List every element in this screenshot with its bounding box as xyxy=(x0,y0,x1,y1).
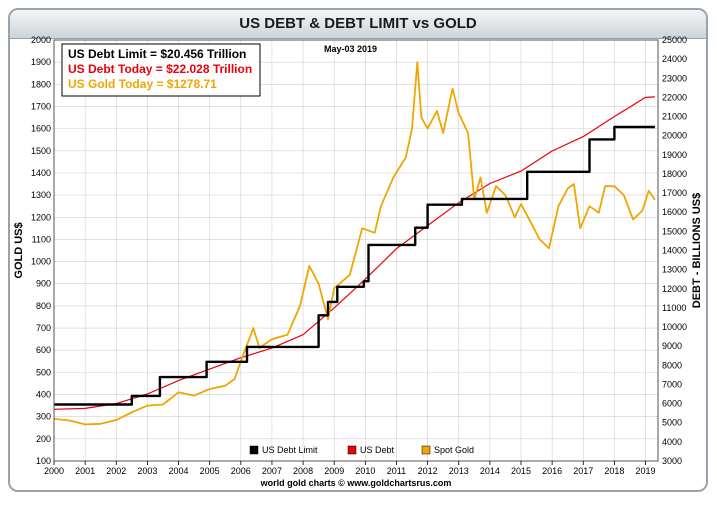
chart-title: US DEBT & DEBT LIMIT vs GOLD xyxy=(10,10,706,39)
y-left-tick-label: 1300 xyxy=(31,190,51,200)
info-debt-limit: US Debt Limit = $20.456 Trillion xyxy=(68,47,246,61)
y-right-tick-label: 21000 xyxy=(662,112,687,122)
y-right-tick-label: 15000 xyxy=(662,226,687,236)
x-tick-label: 2016 xyxy=(542,466,562,476)
right-axis-ticks: 3000 4000 5000 6000 7000 8000 9000 10000 11000 12… xyxy=(662,35,687,466)
x-tick-label: 2017 xyxy=(573,466,593,476)
chart-frame: US DEBT & DEBT LIMIT vs GOLD 2000 2001 200… xyxy=(8,8,708,492)
y-right-tick-label: 23000 xyxy=(662,73,687,83)
y-left-tick-label: 500 xyxy=(36,367,51,377)
y-left-tick-label: 300 xyxy=(36,412,51,422)
y-right-tick-label: 6000 xyxy=(662,399,682,409)
plot-border xyxy=(53,39,659,462)
y-axis-left-label: GOLD US$ xyxy=(13,222,25,278)
y-left-tick-label: 1200 xyxy=(31,212,51,222)
y-left-tick-label: 800 xyxy=(36,301,51,311)
x-tick-label: 2014 xyxy=(480,466,500,476)
info-gold-today: US Gold Today = $1278.71 xyxy=(68,77,217,91)
series-line-us-debt xyxy=(53,96,655,410)
series-line-spot-gold xyxy=(53,61,656,426)
y-right-tick-label: 19000 xyxy=(662,150,687,160)
legend-label-debt-limit: US Debt Limit xyxy=(262,445,318,455)
legend-swatch-us-debt xyxy=(347,445,357,455)
series-line-us-debt-limit xyxy=(54,125,655,406)
footer-credit: world gold charts © www.goldchartsrus.co… xyxy=(260,478,452,488)
y-right-tick-label: 22000 xyxy=(662,92,687,102)
y-left-tick-label: 1700 xyxy=(31,101,51,111)
y-left-tick-label: 2000 xyxy=(31,35,51,45)
x-tick-label: 2019 xyxy=(636,466,656,476)
x-axis-ticks: 2000 2001 2002 2003 2004 2005 2006 2007 2008 2009… xyxy=(44,461,656,476)
y-right-tick-label: 13000 xyxy=(662,265,687,275)
y-right-tick-label: 8000 xyxy=(662,360,682,370)
y-right-tick-label: 18000 xyxy=(662,169,687,179)
x-tick-label: 2006 xyxy=(231,466,251,476)
x-tick-label: 2001 xyxy=(75,466,95,476)
y-left-tick-label: 1600 xyxy=(31,124,51,134)
y-axis-right-label: DEBT - BILLIONS US$ xyxy=(691,193,703,309)
y-right-tick-label: 25000 xyxy=(662,35,687,45)
x-tick-label: 2015 xyxy=(511,466,531,476)
legend: US Debt Limit US Debt Spot Gold xyxy=(249,445,474,455)
left-axis-ticks: 100 200 300 400 500 600 700 800 900 1000 1100 1200 1… xyxy=(31,35,51,466)
y-left-tick-label: 1500 xyxy=(31,146,51,156)
y-left-tick-label: 1100 xyxy=(32,234,51,244)
info-box: US Debt Limit = $20.456 Trillion US Debt… xyxy=(61,43,261,97)
y-left-tick-label: 1400 xyxy=(31,168,51,178)
x-tick-label: 2009 xyxy=(324,466,344,476)
y-left-tick-label: 100 xyxy=(36,456,51,466)
y-right-tick-label: 24000 xyxy=(662,54,687,64)
chart-svg: 2000 2001 2002 2003 2004 2005 2006 2007 2008 2009… xyxy=(13,35,703,488)
y-right-tick-label: 20000 xyxy=(662,131,687,141)
x-tick-label: 2003 xyxy=(137,466,157,476)
y-left-tick-label: 400 xyxy=(36,390,51,400)
x-tick-label: 2004 xyxy=(169,466,189,476)
date-label: May-03 2019 xyxy=(324,44,377,54)
y-right-tick-label: 3000 xyxy=(662,456,682,466)
legend-label-spot-gold: Spot Gold xyxy=(434,445,474,455)
info-box-frame xyxy=(61,43,261,97)
x-tick-label: 2008 xyxy=(293,466,313,476)
series-layer xyxy=(53,61,656,426)
x-tick-label: 2000 xyxy=(44,466,64,476)
x-tick-label: 2005 xyxy=(200,466,220,476)
x-tick-label: 2007 xyxy=(262,466,282,476)
y-right-tick-label: 11000 xyxy=(662,303,686,313)
y-right-tick-label: 9000 xyxy=(662,341,682,351)
y-left-tick-label: 200 xyxy=(36,434,51,444)
y-right-tick-label: 12000 xyxy=(662,284,687,294)
y-right-tick-label: 16000 xyxy=(662,207,687,217)
y-right-tick-label: 10000 xyxy=(662,322,687,332)
legend-swatch-debt-limit xyxy=(249,445,259,455)
x-tick-label: 2013 xyxy=(449,466,469,476)
info-debt-today: US Debt Today = $22.028 Trillion xyxy=(68,62,252,76)
x-tick-label: 2011 xyxy=(387,466,406,476)
y-left-tick-label: 600 xyxy=(36,345,51,355)
x-tick-label: 2018 xyxy=(604,466,624,476)
y-left-tick-label: 1800 xyxy=(31,79,51,89)
y-left-tick-label: 900 xyxy=(36,279,51,289)
y-right-tick-label: 14000 xyxy=(662,246,687,256)
y-right-tick-label: 7000 xyxy=(662,379,682,389)
y-left-tick-label: 1000 xyxy=(31,257,51,267)
x-tick-label: 2012 xyxy=(418,466,438,476)
y-right-tick-label: 4000 xyxy=(662,437,682,447)
y-left-tick-label: 700 xyxy=(36,323,51,333)
y-left-tick-label: 1900 xyxy=(31,57,51,67)
y-right-tick-label: 5000 xyxy=(662,418,682,428)
y-right-tick-label: 17000 xyxy=(662,188,687,198)
legend-swatch-spot-gold xyxy=(421,445,431,455)
x-tick-label: 2002 xyxy=(106,466,126,476)
x-tick-label: 2010 xyxy=(355,466,375,476)
legend-label-us-debt: US Debt xyxy=(360,445,395,455)
